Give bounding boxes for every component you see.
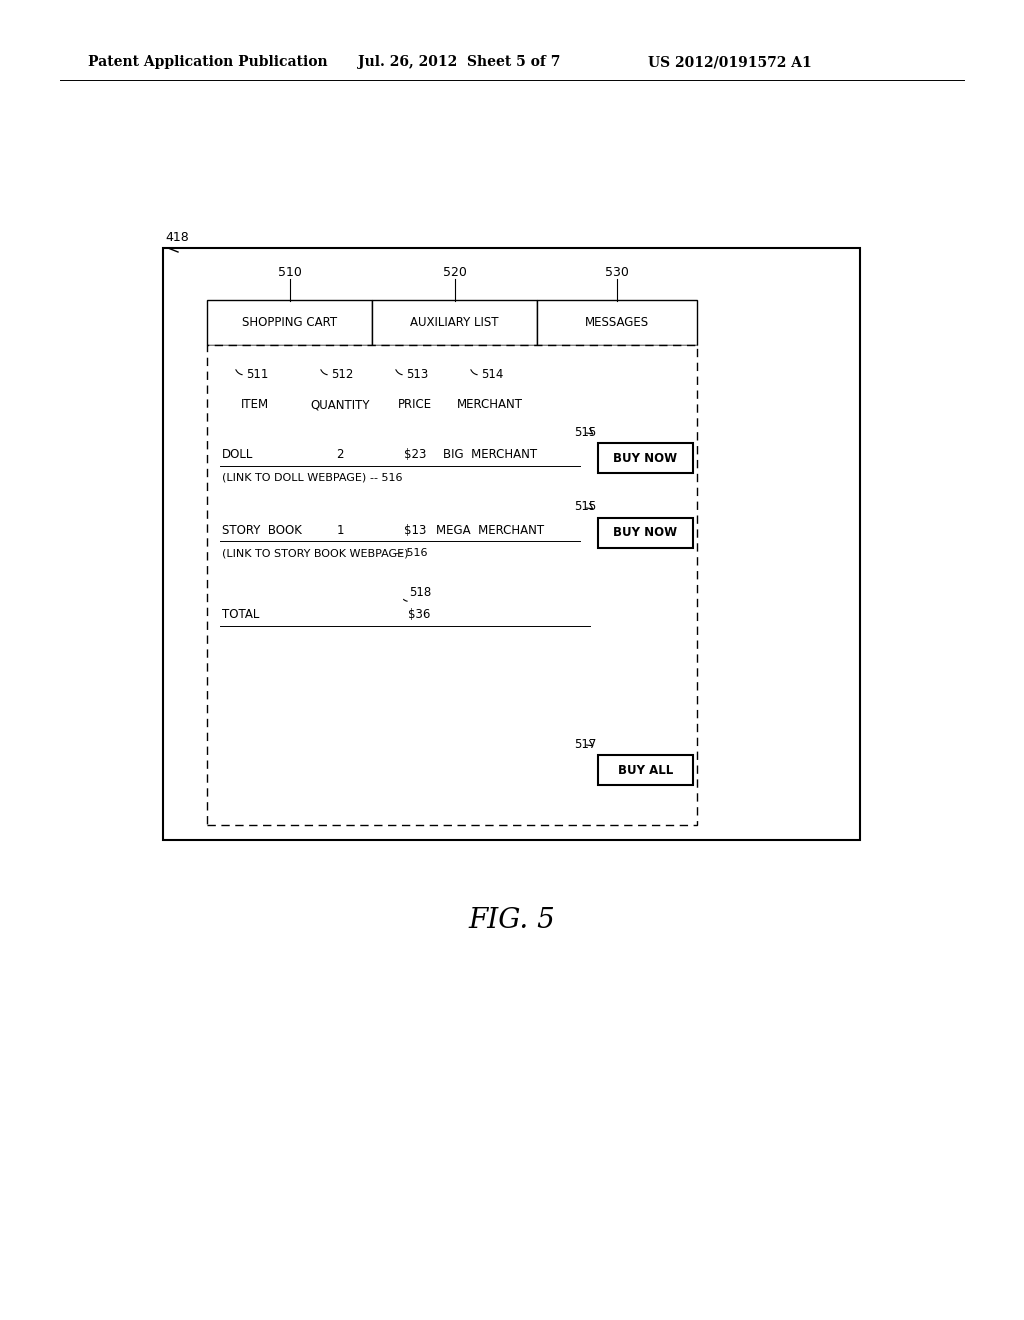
Text: 514: 514	[481, 368, 503, 381]
Text: $36: $36	[408, 609, 430, 622]
Text: ITEM: ITEM	[241, 399, 269, 412]
Text: FIG. 5: FIG. 5	[469, 907, 555, 933]
Text: (LINK TO DOLL WEBPAGE): (LINK TO DOLL WEBPAGE)	[222, 473, 367, 483]
Text: STORY  BOOK: STORY BOOK	[222, 524, 302, 536]
Text: AUXILIARY LIST: AUXILIARY LIST	[411, 315, 499, 329]
Text: BIG  MERCHANT: BIG MERCHANT	[443, 449, 537, 462]
Text: BUY NOW: BUY NOW	[613, 527, 678, 540]
Text: 530: 530	[605, 265, 629, 279]
Text: 510: 510	[278, 265, 301, 279]
Text: MEGA  MERCHANT: MEGA MERCHANT	[436, 524, 544, 536]
Text: 1: 1	[336, 524, 344, 536]
Text: 512: 512	[331, 368, 353, 381]
Text: 518: 518	[409, 586, 431, 599]
Text: 515: 515	[574, 500, 596, 513]
Bar	[598, 444, 693, 473]
Text: 2: 2	[336, 449, 344, 462]
Text: 515: 515	[574, 425, 596, 438]
Text: (LINK TO STORY BOOK WEBPAGE): (LINK TO STORY BOOK WEBPAGE)	[222, 548, 409, 558]
Bar	[372, 300, 537, 345]
Text: 418: 418	[165, 231, 188, 244]
Bar	[598, 755, 693, 785]
Text: 520: 520	[442, 265, 467, 279]
Bar	[207, 345, 697, 825]
Bar	[598, 517, 693, 548]
Bar	[207, 300, 372, 345]
Text: MESSAGES: MESSAGES	[585, 315, 649, 329]
Text: $13: $13	[403, 524, 426, 536]
Text: TOTAL: TOTAL	[222, 609, 259, 622]
Text: PRICE: PRICE	[398, 399, 432, 412]
Text: BUY ALL: BUY ALL	[617, 763, 673, 776]
Text: QUANTITY: QUANTITY	[310, 399, 370, 412]
Text: US 2012/0191572 A1: US 2012/0191572 A1	[648, 55, 812, 69]
Text: -- 516: -- 516	[395, 548, 427, 558]
Bar	[537, 300, 697, 345]
Text: BUY NOW: BUY NOW	[613, 451, 678, 465]
Text: -- 516: -- 516	[370, 473, 402, 483]
Text: DOLL: DOLL	[222, 449, 253, 462]
Bar	[163, 248, 860, 840]
Text: Patent Application Publication: Patent Application Publication	[88, 55, 328, 69]
Text: $23: $23	[403, 449, 426, 462]
Text: 511: 511	[246, 368, 268, 381]
Text: Jul. 26, 2012  Sheet 5 of 7: Jul. 26, 2012 Sheet 5 of 7	[358, 55, 560, 69]
Text: MERCHANT: MERCHANT	[457, 399, 523, 412]
Text: SHOPPING CART: SHOPPING CART	[242, 315, 337, 329]
Text: 513: 513	[406, 368, 428, 381]
Text: 517: 517	[574, 738, 596, 751]
